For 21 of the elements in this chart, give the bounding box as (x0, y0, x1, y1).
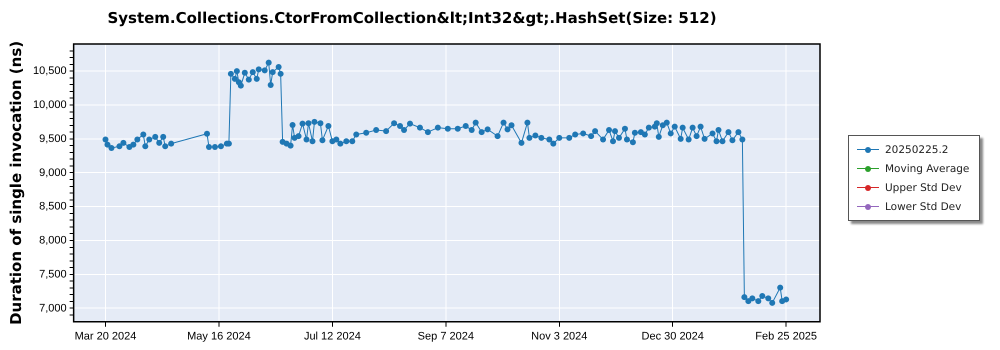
y-tick-label: 9,500 (39, 132, 67, 145)
y-tick-label: 8,000 (39, 234, 67, 247)
legend-label: Lower Std Dev (885, 200, 962, 212)
legend-label: 20250225.2 (885, 144, 948, 156)
chart-title: System.Collections.CtorFromCollection&lt;Int32&gt;.HashSet(Size: 512) (107, 8, 717, 27)
x-tick-label: Mar 20 2024 (74, 330, 136, 342)
legend-label: Moving Average (885, 162, 970, 174)
y-tick-label: 8,500 (39, 200, 67, 213)
x-tick-label: Sep 7 2024 (418, 330, 474, 342)
y-tick-label: 7,000 (39, 302, 67, 314)
x-tick-label: Jul 12 2024 (304, 330, 361, 342)
y-tick-label: 10,000 (32, 99, 67, 112)
x-tick-label: Nov 3 2024 (531, 330, 588, 342)
x-tick-label: Dec 30 2024 (642, 330, 704, 342)
y-tick-label: 9,000 (39, 166, 67, 179)
y-tick-label: 10,500 (32, 65, 67, 78)
y-axis-title: Duration of single invocation (ns) (6, 40, 25, 325)
legend-label: Upper Std Dev (885, 182, 962, 194)
x-tick-label: May 16 2024 (187, 330, 251, 342)
x-tick-label: Feb 25 2025 (755, 330, 818, 342)
y-tick-label: 7,500 (39, 268, 67, 280)
